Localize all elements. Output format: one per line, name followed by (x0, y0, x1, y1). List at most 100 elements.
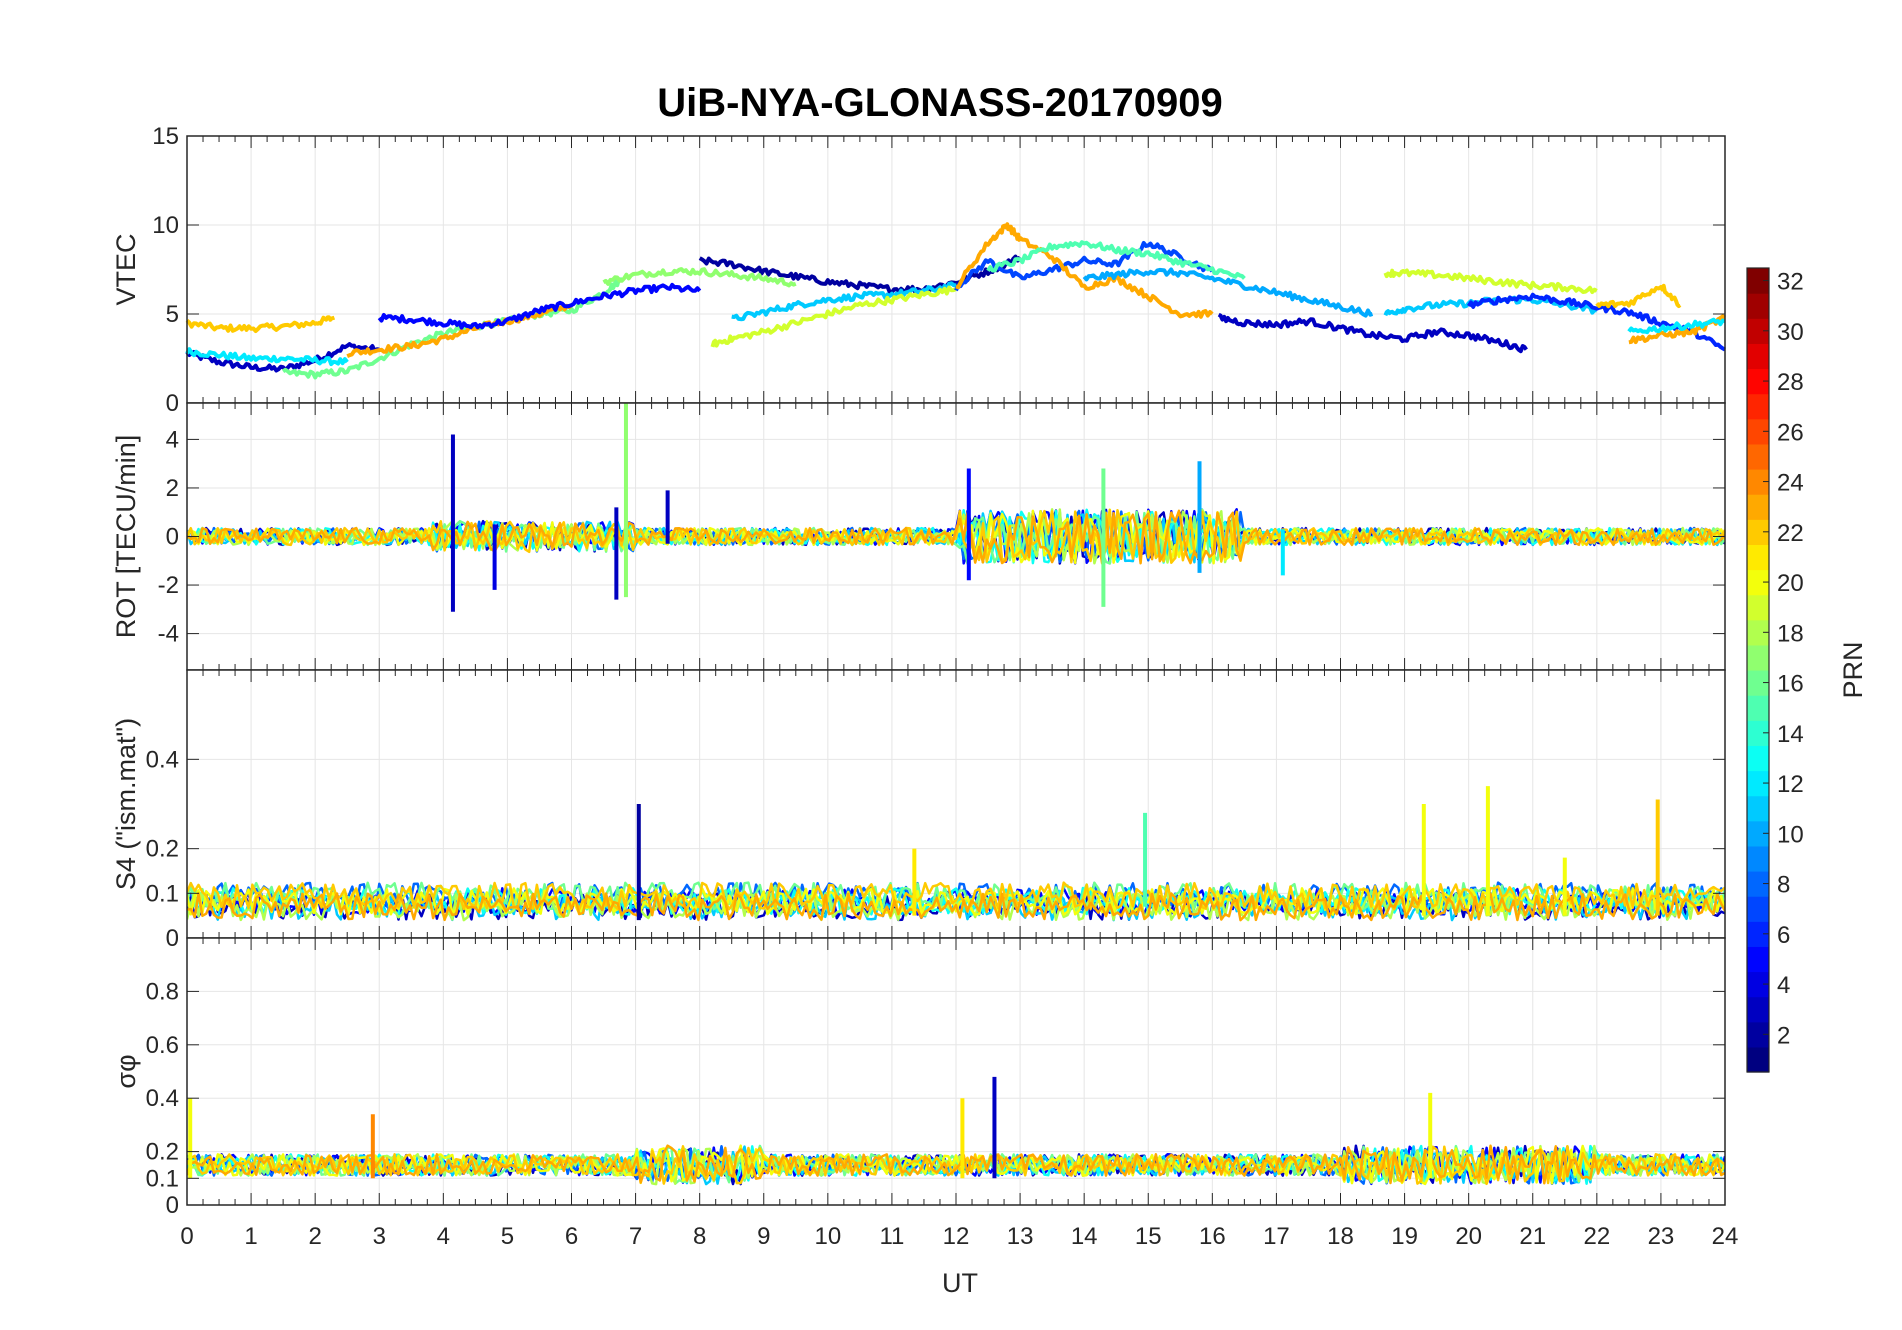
x-axis-label: UT (942, 1268, 978, 1298)
y-tick-label: 0 (166, 925, 179, 952)
y-axis-label: S4 ("ism.mat") (111, 718, 141, 890)
noise-trace-prn-23 (187, 509, 1725, 565)
colorbar-swatch (1747, 594, 1769, 621)
x-tick-label: 12 (943, 1223, 970, 1250)
colorbar-swatch (1747, 443, 1769, 470)
y-axis-label: VTEC (111, 233, 141, 305)
y-axis-label: ROT [TECU/min] (111, 435, 141, 639)
x-tick-label: 23 (1648, 1223, 1675, 1250)
colorbar-tick-label: 26 (1777, 419, 1804, 446)
y-axis-label: σφ (111, 1054, 141, 1088)
x-tick-label: 9 (757, 1223, 770, 1250)
x-tick-label: 17 (1263, 1223, 1290, 1250)
x-tick-label: 5 (501, 1223, 514, 1250)
y-tick-label: 4 (166, 426, 179, 453)
colorbar-swatch (1747, 418, 1769, 445)
x-tick-label: 3 (373, 1223, 386, 1250)
series-line-prn-17 (602, 267, 797, 288)
colorbar-swatch (1747, 1046, 1769, 1073)
panel-2: -4 -2 0 2 4 ROT [TECU/min] (111, 402, 1726, 671)
series-line-prn-22 (185, 315, 336, 333)
colorbar-tick-label: 28 (1777, 369, 1804, 396)
panel-1: 0 5 10 15 VTEC (111, 123, 1726, 417)
y-tick-label: 0.2 (146, 836, 179, 863)
series-line-prn-12 (185, 347, 349, 367)
x-tick-label: 22 (1583, 1223, 1610, 1250)
noise-trace-prn-22 (187, 508, 1725, 565)
colorbar-swatch (1747, 368, 1769, 395)
colorbar-tick-label: 6 (1777, 922, 1790, 949)
y-tick-label: 0 (166, 1192, 179, 1219)
colorbar-tick-label: 2 (1777, 1022, 1790, 1049)
colorbar-swatch (1747, 393, 1769, 420)
x-tick-label: 21 (1519, 1223, 1546, 1250)
panel-3: 0 0.1 0.2 0.4S4 ("ism.mat") (111, 669, 1726, 952)
colorbar-tick-label: 12 (1777, 771, 1804, 798)
colorbar-tick-label: 18 (1777, 620, 1804, 647)
colorbar-swatch (1747, 695, 1769, 721)
colorbar-swatch (1747, 820, 1769, 847)
colorbar-swatch (1747, 619, 1769, 646)
colorbar-swatch (1747, 720, 1769, 746)
colorbar-tick-label: 30 (1777, 319, 1804, 346)
colorbar-swatch (1747, 544, 1769, 571)
y-tick-label: 5 (166, 301, 179, 328)
y-tick-label: 0.4 (146, 1085, 179, 1112)
x-tick-label: 11 (879, 1223, 904, 1250)
colorbar-swatch (1747, 996, 1769, 1023)
panel-4: 00.10.2 0.4 0.6 0.8 σφ (111, 937, 1726, 1219)
colorbar-tick-label: 32 (1777, 269, 1804, 296)
y-tick-label: 2 (166, 475, 179, 502)
y-tick-label: 0.8 (146, 978, 179, 1005)
colorbar-swatch (1747, 921, 1769, 947)
colorbar-swatch (1747, 293, 1769, 319)
x-tick-label: 4 (437, 1223, 450, 1250)
colorbar-swatch (1747, 343, 1769, 370)
x-tick-label: 2 (308, 1223, 321, 1250)
colorbar-tick-label: 24 (1777, 470, 1804, 497)
x-tick-label: 14 (1071, 1223, 1098, 1250)
x-tick-label: 7 (629, 1223, 642, 1250)
colorbar-label: PRN (1838, 641, 1868, 698)
noise-trace-prn-23 (187, 1144, 1725, 1185)
y-tick-label: 0.4 (146, 746, 179, 773)
y-tick-label: 0.1 (146, 1165, 179, 1192)
x-tick-labels: 0 1 2 3 4 5 6 7 8 9 10 11 12 13 14 15 16 17 18 19 20 21 22 23 24 (180, 1223, 1738, 1250)
colorbar-tick-label: 8 (1777, 872, 1790, 899)
series-line-prn-19 (1383, 268, 1598, 294)
noise-trace-prn-23 (187, 892, 1725, 922)
colorbar-tick-label: 10 (1777, 821, 1804, 848)
colorbar-swatch (1747, 494, 1769, 520)
y-tick-label: 0 (166, 390, 179, 417)
y-tick-label: 15 (152, 123, 179, 150)
colorbar-swatch (1747, 569, 1769, 596)
colorbar-frame (1746, 267, 1770, 1073)
colorbar-swatch (1747, 318, 1769, 344)
y-tick-label: 0.2 (146, 1139, 179, 1166)
series-line-prn-11 (731, 281, 957, 322)
colorbar-tick-label: 22 (1777, 520, 1804, 547)
noise-traces (187, 1144, 1725, 1186)
colorbar-swatch (1747, 896, 1769, 922)
colorbar-tick-label: 16 (1777, 671, 1804, 698)
noise-trace-prn-20 (187, 1144, 1725, 1186)
y-tick-label: 0 (166, 524, 179, 551)
series-line-prn-7 (954, 241, 1214, 292)
x-tick-label: 10 (814, 1223, 841, 1250)
colorbar-swatch (1747, 644, 1769, 671)
series-line-prn-3 (185, 342, 380, 373)
y-tick-label: 10 (152, 212, 179, 239)
x-tick-label: 8 (693, 1223, 706, 1250)
series-line-prn-19 (710, 285, 957, 348)
colorbar-swatch (1747, 871, 1769, 897)
x-tick-label: 13 (1007, 1223, 1034, 1250)
colorbar-swatch (1747, 1021, 1769, 1048)
colorbar-swatch (1747, 469, 1769, 495)
y-tick-label: 0.1 (146, 880, 179, 907)
colorbar-tick-label: 4 (1777, 972, 1790, 999)
series-line-prn-10 (1082, 267, 1374, 318)
noise-trace-prn-22 (187, 881, 1725, 911)
series-line-prn-22 (1595, 283, 1682, 309)
